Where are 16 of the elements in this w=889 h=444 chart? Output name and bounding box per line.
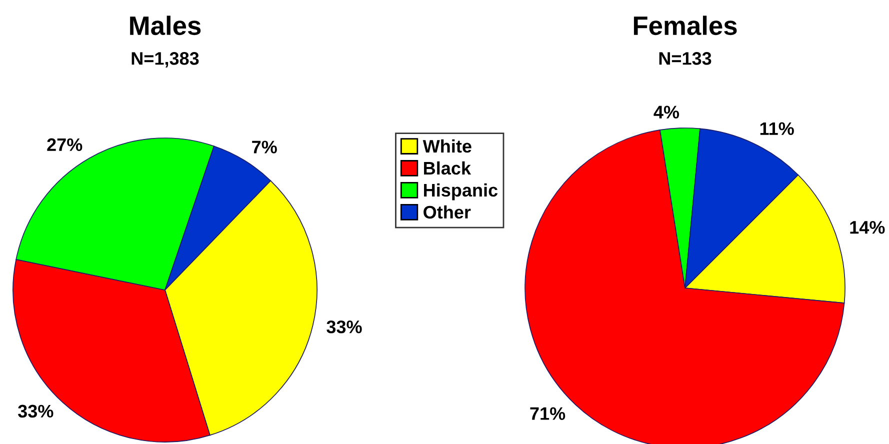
legend-label: Other (424, 205, 471, 219)
chart-title: Males (130, 16, 201, 36)
chart-subtitle: N=1,383 (132, 52, 199, 68)
data-label: 33% (18, 404, 54, 418)
data-label: 71% (530, 407, 566, 420)
data-label: 4% (654, 106, 680, 118)
legend-label: Hispanic (424, 183, 498, 200)
legend-label: White (422, 139, 472, 153)
data-label: 11% (760, 122, 794, 136)
chart-title: Females (634, 16, 737, 36)
data-label: 14% (850, 221, 885, 234)
data-label: 27% (47, 138, 82, 152)
legend-label: Black (424, 161, 472, 175)
data-label: 7% (252, 140, 277, 154)
data-label: 33% (326, 320, 362, 334)
chart-subtitle: N=133 (659, 52, 712, 65)
